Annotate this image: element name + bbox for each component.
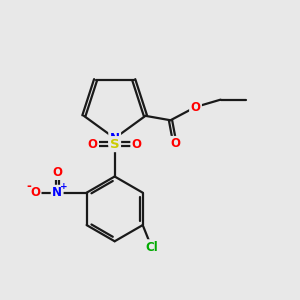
Text: O: O <box>170 137 180 150</box>
Text: N: N <box>110 132 120 145</box>
Text: O: O <box>190 100 200 113</box>
Text: O: O <box>30 186 40 199</box>
Text: +: + <box>60 182 68 191</box>
Text: O: O <box>88 138 98 151</box>
Text: Cl: Cl <box>145 241 158 254</box>
Text: S: S <box>110 138 119 151</box>
Text: N: N <box>52 186 62 199</box>
Text: O: O <box>132 138 142 151</box>
Text: O: O <box>52 166 62 178</box>
Text: -: - <box>26 180 31 193</box>
